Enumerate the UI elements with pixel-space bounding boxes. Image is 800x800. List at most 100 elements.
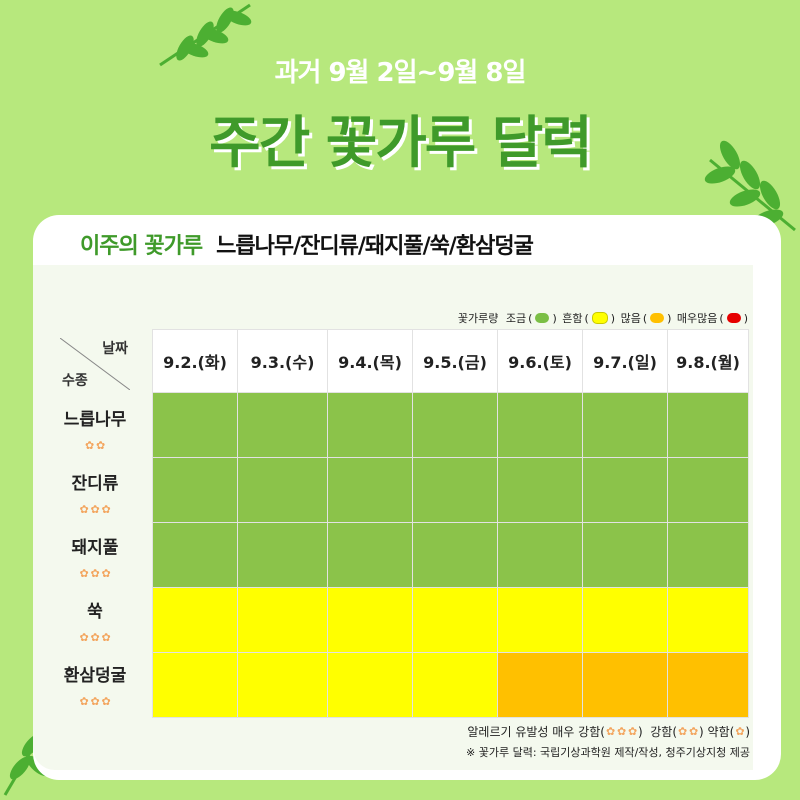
pollen-level-cell [152, 457, 238, 523]
flower-icon: ✿ [90, 567, 100, 580]
flower-icon: ✿ [678, 725, 688, 738]
allergy-legend-weak: 약함( [707, 725, 735, 739]
species-name: 쑥 [87, 602, 103, 622]
pollen-level-cell [237, 522, 328, 588]
pollen-level-cell [152, 392, 238, 458]
table-row [152, 652, 749, 718]
allergy-legend-close: ) [637, 724, 643, 739]
flower-icon: ✿ [735, 725, 745, 738]
species-row-label: 쑥 ✿ ✿ ✿ [40, 597, 150, 645]
species-row-label: 잔디류 ✿ ✿ ✿ [40, 469, 150, 517]
allergy-strength-rating: ✿ ✿ ✿ [40, 626, 150, 645]
flower-icon: ✿ [627, 725, 638, 738]
table-row [152, 587, 749, 653]
allergy-strength-rating: ✿ ✿ ✿ [40, 690, 150, 709]
pollen-level-cell [667, 522, 749, 588]
species-name: 느릅나무 [63, 410, 127, 430]
pollen-level-cell [237, 652, 328, 718]
flower-icon: ✿ [90, 503, 100, 516]
date-header: 9.8.(월) [667, 329, 749, 393]
pollen-level-cell [497, 457, 583, 523]
allergy-legend-strong: 강함( [650, 725, 678, 739]
pollen-level-cell [327, 587, 413, 653]
legend-item-low-label: 조금 [505, 312, 527, 325]
flower-icon: ✿ [101, 631, 111, 644]
pollen-level-cell [237, 392, 328, 458]
pollen-level-cell [412, 457, 498, 523]
table-row [152, 522, 749, 588]
corner-species-label: 수종 [62, 373, 88, 389]
date-header: 9.5.(금) [412, 329, 498, 393]
legend-low-icon [535, 313, 550, 323]
date-header-row: 9.2.(화) 9.3.(수) 9.4.(목) 9.5.(금) 9.6.(토) … [152, 329, 749, 393]
species-name: 환삼덩굴 [63, 666, 127, 686]
page-title: 주간 꽃가루 달력 [209, 111, 593, 176]
species-row-label: 환삼덩굴 ✿ ✿ ✿ [40, 661, 150, 709]
date-header: 9.4.(목) [327, 329, 413, 393]
flower-icon: ✿ [101, 695, 111, 708]
flower-icon: ✿ [96, 439, 106, 452]
pollen-level-cell [582, 587, 668, 653]
allergy-strength-rating: ✿ ✿ ✿ [40, 562, 150, 581]
legend-common-icon [591, 312, 608, 324]
flower-icon: ✿ [79, 695, 89, 708]
corner-date-label: 날짜 [102, 341, 128, 357]
pollen-calendar-table: 9.2.(화) 9.3.(수) 9.4.(목) 9.5.(금) 9.6.(토) … [152, 329, 749, 718]
pollen-level-cell [497, 587, 583, 653]
leaf-branch-top-icon [159, 3, 252, 67]
legend-high-icon [650, 313, 665, 323]
date-header: 9.7.(일) [582, 329, 668, 393]
species-name: 돼지풀 [71, 538, 119, 558]
pollen-level-cell [327, 522, 413, 588]
date-header: 9.2.(화) [152, 329, 238, 393]
allergy-legend-close: ) [699, 724, 704, 739]
pollen-level-cell [582, 392, 668, 458]
flower-icon: ✿ [79, 631, 89, 644]
pollen-level-cell [412, 587, 498, 653]
table-corner-header: 날짜 수종 [60, 338, 130, 390]
pollen-level-cell [412, 652, 498, 718]
pollen-level-cell [497, 652, 583, 718]
allergy-legend-close: ) [745, 724, 750, 739]
pollen-level-cell [582, 457, 668, 523]
allergy-legend-prefix: 알레르기 유발성 매우 강함( [467, 725, 605, 739]
species-row-label: 돼지풀 ✿ ✿ ✿ [40, 533, 150, 581]
pollen-level-cell [152, 587, 238, 653]
flower-icon: ✿ [101, 503, 111, 516]
flower-icon: ✿ [90, 695, 100, 708]
pollen-level-cell [667, 392, 749, 458]
pollen-level-cell [152, 652, 238, 718]
allergy-strength-rating: ✿ ✿ [40, 434, 150, 453]
pollen-level-cell [497, 522, 583, 588]
weekly-pollen-headline: 이주의 꽃가루 느릅나무/잔디류/돼지풀/쑥/환삼덩굴 [80, 228, 534, 260]
table-row [152, 392, 749, 458]
pollen-level-cell [327, 652, 413, 718]
pollen-level-cell [327, 392, 413, 458]
flower-icon: ✿ [79, 567, 89, 580]
pollen-level-cell [237, 457, 328, 523]
pollen-level-cell [412, 392, 498, 458]
flower-icon: ✿ [85, 439, 95, 452]
pollen-level-cell [152, 522, 238, 588]
pollen-level-cell [237, 587, 328, 653]
date-range-subtitle: 과거 9월 2일~9월 8일 [274, 58, 527, 88]
flower-icon: ✿ [616, 725, 627, 738]
legend-item-veryhigh-label: 매우많음 [676, 312, 718, 325]
pollen-level-cell [497, 392, 583, 458]
headline-label: 이주의 꽃가루 [80, 234, 203, 259]
pollen-level-cell [412, 522, 498, 588]
diagonal-divider [60, 338, 130, 390]
pollen-level-cell [582, 652, 668, 718]
date-header: 9.3.(수) [237, 329, 328, 393]
allergy-strength-legend: 알레르기 유발성 매우 강함( ✿ ✿ ✿ ) 강함( ✿ ✿ ) 약함( ✿ ) [467, 723, 750, 740]
species-row-label: 느릅나무 ✿ ✿ [40, 405, 150, 453]
pollen-level-cell [667, 652, 749, 718]
pollen-amount-legend: 꽃가루량 조금() 흔함() 많음() 매우많음() [457, 311, 748, 326]
legend-item-common-label: 흔함 [562, 312, 583, 325]
source-credit: ※ 꽃가루 달력: 국립기상과학원 제작/작성, 청주기상지청 제공 [466, 746, 750, 759]
species-name: 잔디류 [71, 474, 119, 494]
date-header: 9.6.(토) [497, 329, 583, 393]
flower-icon: ✿ [90, 631, 100, 644]
table-row [152, 457, 749, 523]
flower-icon: ✿ [689, 725, 699, 738]
